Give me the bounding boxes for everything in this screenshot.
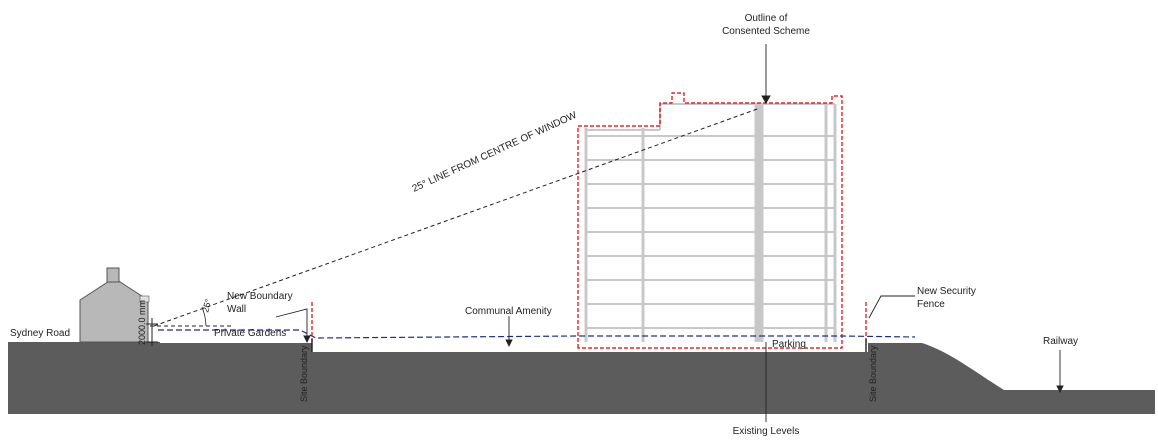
new-security-fence-label-1: New Security [917, 286, 976, 297]
ground-section [8, 342, 1155, 414]
consented-scheme-outline [577, 92, 843, 349]
outline-label-1: Outline of [745, 13, 788, 24]
angle-label: 25° [200, 297, 213, 313]
house-chimney [106, 267, 120, 283]
angle-arc [201, 306, 207, 327]
floor-lines [586, 135, 835, 329]
boundary-wall-leader [275, 308, 308, 340]
security-fence-leader [868, 295, 915, 319]
communal-amenity-arrow [505, 339, 513, 348]
house [79, 267, 150, 343]
communal-amenity-label: Communal Amenity [465, 306, 552, 317]
existing-levels-line [158, 329, 916, 339]
new-security-fence-label-2: Fence [917, 299, 945, 310]
house-window [139, 295, 150, 303]
private-gardens-label: Private Gardens [214, 328, 286, 339]
boundary-wall-arrow [303, 335, 311, 344]
site-boundary-left-label: Site Boundary [299, 345, 309, 402]
site-boundary-right-label: Site Boundary [868, 345, 878, 402]
parking-label: Parking [772, 339, 806, 350]
new-boundary-wall-label-1: New Boundary [227, 291, 293, 302]
existing-levels-label: Existing Levels [733, 426, 800, 437]
outline-leader-arrow [761, 95, 771, 104]
sydney-road-label: Sydney Road [10, 328, 70, 339]
sight-line-25-degrees [153, 107, 761, 327]
new-boundary-wall-label-2: Wall [227, 304, 246, 315]
railway-arrow [1056, 385, 1064, 394]
railway-label: Railway [1043, 336, 1078, 347]
height-dimension-marker [146, 318, 158, 346]
sight-line-label: 25° LINE FROM CENTRE OF WINDOW [411, 110, 579, 195]
building-elevation [584, 103, 837, 342]
outline-label-2: Consented Scheme [722, 26, 810, 37]
dimension-label: 2000.0 mm [137, 300, 147, 345]
